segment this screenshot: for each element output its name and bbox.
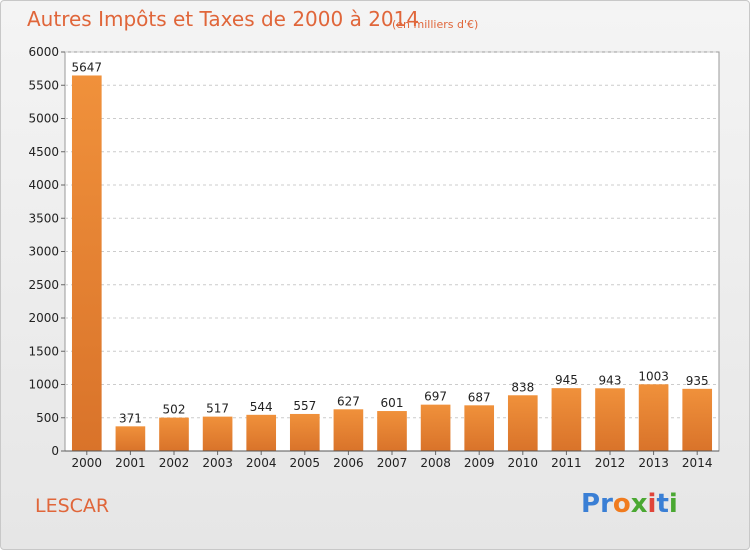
y-tick-label: 3000	[28, 245, 59, 259]
unit-note: (en milliers d'€)	[392, 18, 479, 31]
bar	[420, 404, 451, 451]
data-label: 1003	[638, 369, 669, 383]
x-tick-label: 2007	[377, 456, 408, 470]
y-tick-label: 4500	[28, 145, 59, 159]
bar	[71, 75, 102, 452]
logo-letter: t	[656, 489, 669, 519]
data-label: 601	[381, 396, 404, 410]
y-tick-label: 3500	[28, 211, 59, 225]
bar	[595, 388, 625, 451]
logo-letter: r	[600, 489, 613, 519]
x-tick-label: 2003	[202, 456, 233, 470]
data-label: 517	[206, 402, 229, 416]
data-label: 627	[337, 394, 360, 408]
bar	[115, 426, 146, 451]
y-tick-label: 0	[51, 444, 59, 458]
logo-letter: i	[668, 489, 678, 519]
data-label: 687	[468, 390, 491, 404]
y-tick-label: 1500	[28, 344, 59, 358]
logo-letter: i	[647, 489, 657, 519]
logo-letter: x	[630, 489, 648, 519]
city-name: LESCAR	[35, 495, 110, 517]
x-tick-label: 2011	[551, 456, 582, 470]
data-label: 544	[250, 400, 273, 414]
bar	[246, 414, 277, 451]
data-label: 371	[119, 411, 142, 425]
data-label: 502	[163, 403, 186, 417]
bar	[377, 411, 407, 451]
y-tick-label: 2000	[28, 311, 59, 325]
x-tick-label: 2001	[115, 456, 146, 470]
logo-letter: o	[612, 489, 631, 519]
x-tick-label: 2004	[246, 456, 277, 470]
data-label: 945	[555, 373, 578, 387]
x-tick-label: 2008	[420, 456, 451, 470]
x-tick-label: 2013	[638, 456, 669, 470]
bar	[333, 409, 364, 451]
logo-letter: P	[581, 489, 601, 519]
x-tick-label: 2014	[682, 456, 713, 470]
y-tick-label: 6000	[28, 45, 59, 59]
data-label: 943	[599, 373, 622, 387]
y-tick-label: 5500	[28, 78, 59, 92]
x-tick-label: 2009	[464, 456, 495, 470]
bar	[464, 405, 495, 451]
y-tick-label: 2500	[28, 278, 59, 292]
x-tick-label: 2006	[333, 456, 364, 470]
y-tick-label: 500	[36, 411, 59, 425]
x-tick-label: 2005	[290, 456, 321, 470]
data-label: 557	[293, 399, 316, 413]
y-tick-label: 1000	[28, 378, 59, 392]
bar	[507, 395, 538, 451]
bar	[638, 384, 669, 451]
proxiti-logo: Proxiti	[581, 489, 678, 519]
data-label: 5647	[72, 60, 103, 74]
bar	[551, 388, 582, 451]
y-tick-label: 5000	[28, 112, 59, 126]
y-tick-label: 4000	[28, 178, 59, 192]
bar	[289, 413, 320, 451]
bar	[159, 417, 189, 451]
bar	[682, 388, 713, 451]
bar	[202, 416, 233, 451]
chart-title: Autres Impôts et Taxes de 2000 à 2014	[27, 7, 420, 31]
x-tick-label: 2012	[595, 456, 626, 470]
x-tick-label: 2002	[159, 456, 190, 470]
data-label: 697	[424, 390, 447, 404]
data-label: 838	[511, 380, 534, 394]
x-tick-label: 2010	[508, 456, 539, 470]
x-tick-label: 2000	[72, 456, 103, 470]
data-label: 935	[686, 374, 709, 388]
